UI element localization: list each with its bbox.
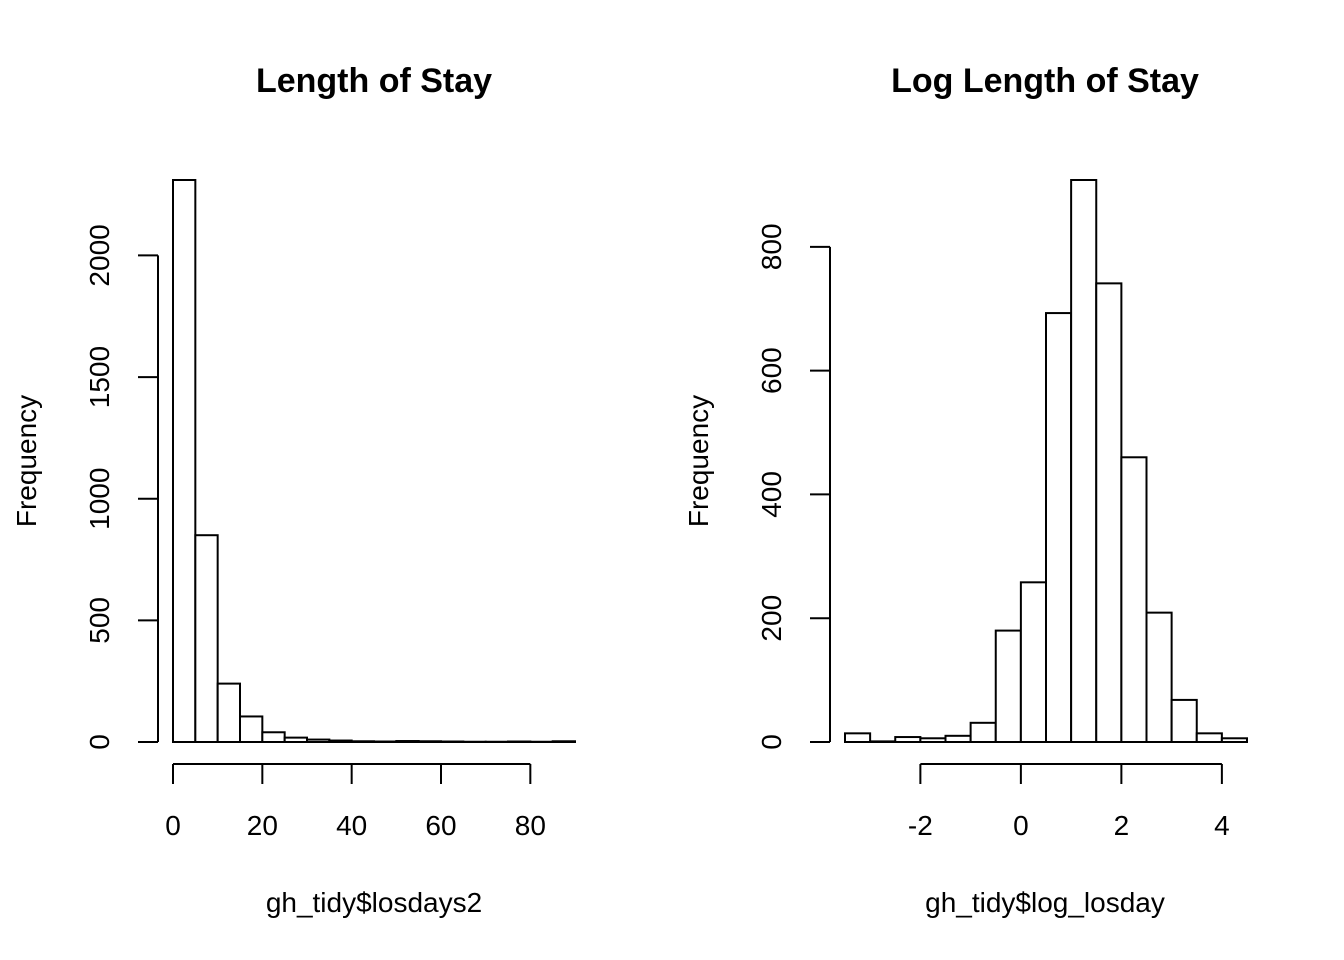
y-tick-label: 1000 xyxy=(84,468,115,530)
y-axis-label: Frequency xyxy=(11,395,42,527)
histogram-bar xyxy=(1145,611,1173,744)
histogram-bar xyxy=(869,740,897,743)
histogram-bar xyxy=(1170,698,1198,743)
bar-group xyxy=(172,179,577,744)
x-tick-label: 60 xyxy=(425,810,456,841)
y-axis: 0 500 1000 1500 2000 xyxy=(84,224,159,750)
y-axis-label: Frequency xyxy=(683,395,714,527)
histogram-bar xyxy=(894,736,922,744)
y-tick-label: 2000 xyxy=(84,224,115,286)
x-tick-label: 40 xyxy=(336,810,367,841)
histogram-bar xyxy=(1220,737,1248,743)
y-tick-label: 1500 xyxy=(84,346,115,408)
bar-group xyxy=(844,179,1248,744)
y-tick-label: 0 xyxy=(756,734,787,750)
histogram-bar xyxy=(395,740,420,744)
x-tick-label: 4 xyxy=(1214,810,1230,841)
histogram-length-of-stay: Length of Stay gh_tidy$losdays2 Frequenc… xyxy=(11,62,577,918)
histogram-bar xyxy=(417,740,442,744)
chart-title: Length of Stay xyxy=(256,62,492,100)
histogram-bar xyxy=(994,629,1022,744)
y-tick-label: 400 xyxy=(756,471,787,518)
histogram-bar xyxy=(1095,282,1123,743)
histogram-bar xyxy=(1195,732,1223,743)
x-axis: -2 0 2 4 xyxy=(908,763,1230,841)
y-tick-label: 200 xyxy=(756,595,787,642)
histogram-log-length-of-stay: Log Length of Stay gh_tidy$log_losday Fr… xyxy=(683,62,1248,918)
histogram-bar xyxy=(172,179,197,743)
histogram-bar xyxy=(283,736,308,744)
histogram-bar xyxy=(306,738,331,743)
x-tick-label: 0 xyxy=(165,810,181,841)
histogram-bar xyxy=(844,732,872,743)
chart-title: Log Length of Stay xyxy=(891,62,1199,100)
histogram-bar xyxy=(1120,456,1148,743)
x-tick-label: 2 xyxy=(1114,810,1130,841)
x-tick-label: -2 xyxy=(908,810,933,841)
y-tick-label: 600 xyxy=(756,347,787,394)
y-tick-label: 0 xyxy=(84,734,115,750)
histogram-bar xyxy=(944,734,972,743)
x-tick-label: 80 xyxy=(515,810,546,841)
histogram-bar xyxy=(551,740,577,744)
histogram-bar xyxy=(261,731,286,743)
histogram-bar xyxy=(1019,581,1047,744)
histogram-bar xyxy=(216,682,242,744)
histogram-bar xyxy=(1070,179,1098,743)
x-tick-label: 20 xyxy=(247,810,278,841)
histogram-bar xyxy=(1045,312,1073,743)
histogram-bar xyxy=(350,740,375,744)
histogram-bar xyxy=(328,739,353,744)
histogram-bar xyxy=(239,715,264,743)
histogram-bar xyxy=(194,534,219,744)
y-axis: 0 200 400 600 800 xyxy=(756,223,831,750)
x-tick-label: 0 xyxy=(1013,810,1029,841)
x-axis-label: gh_tidy$log_losday xyxy=(925,887,1165,918)
x-axis-label: gh_tidy$losdays2 xyxy=(266,887,482,918)
histogram-bar xyxy=(919,737,947,743)
y-tick-label: 800 xyxy=(756,223,787,270)
x-axis: 0 20 40 60 80 xyxy=(165,763,546,841)
y-tick-label: 500 xyxy=(84,597,115,644)
histogram-bar xyxy=(969,721,997,744)
